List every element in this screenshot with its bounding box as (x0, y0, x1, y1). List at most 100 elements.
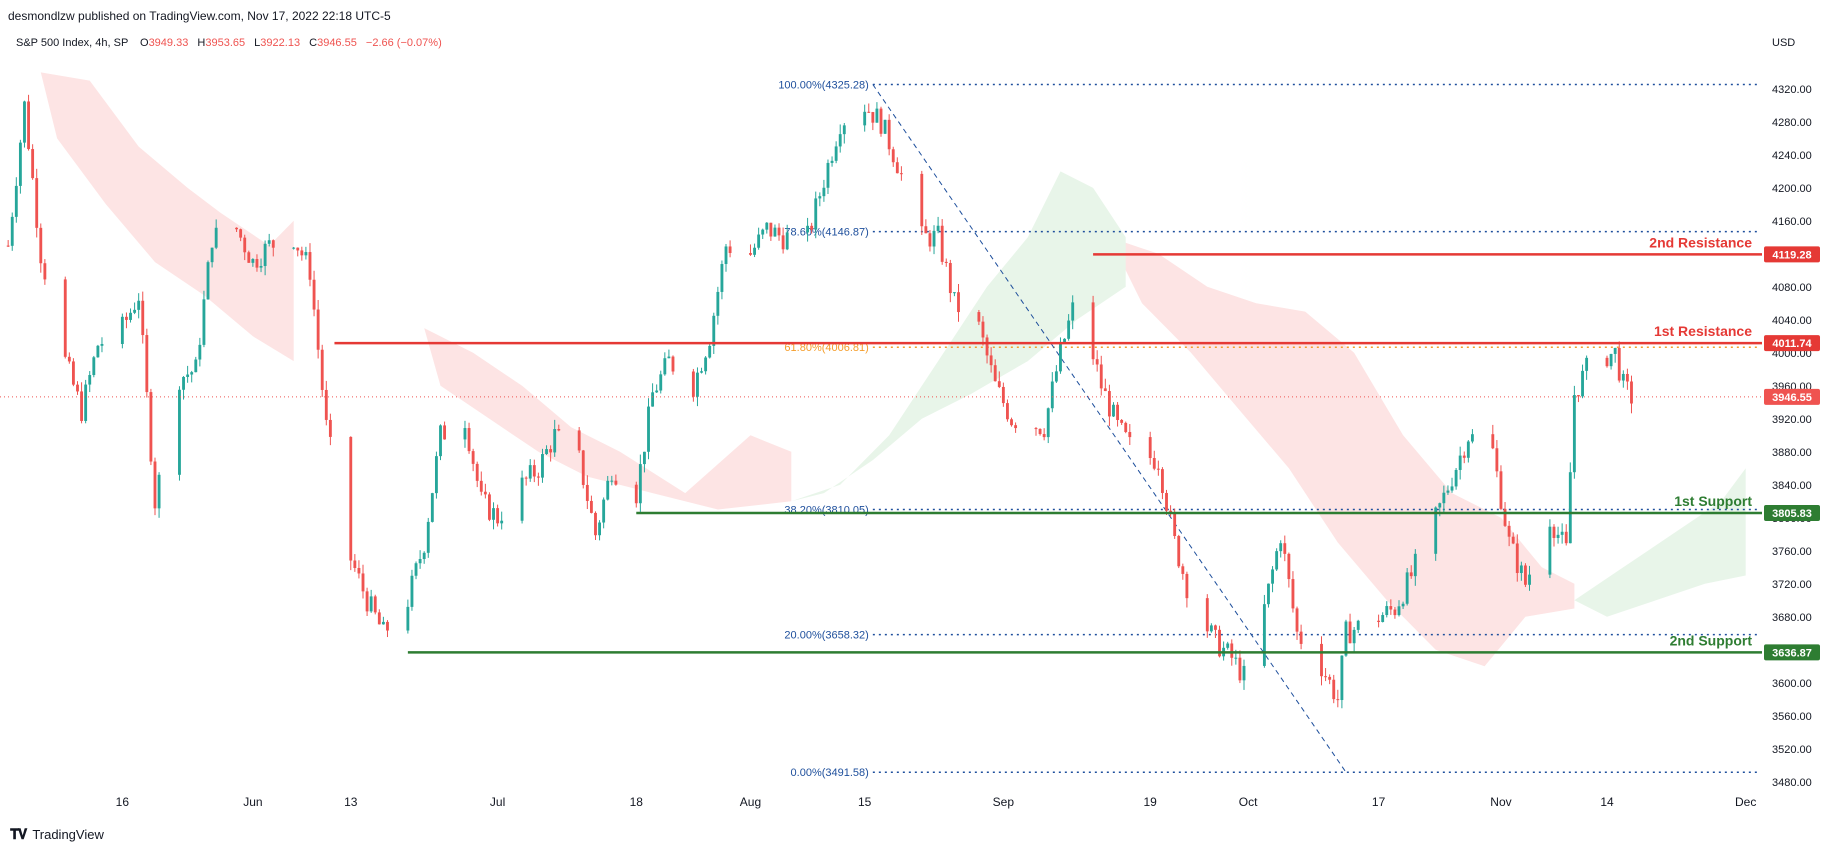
price-tick-label: 3560.00 (1772, 711, 1812, 723)
candle-body (1511, 536, 1515, 544)
candle-body (439, 425, 442, 457)
candle-body (1165, 492, 1168, 511)
candle-body (589, 500, 593, 513)
candle-body (18, 142, 22, 186)
candle-body (1177, 536, 1181, 567)
candle-body (1275, 551, 1279, 570)
candle-body (541, 454, 544, 478)
candle-body (1050, 381, 1054, 409)
candle-body (1116, 404, 1119, 420)
candle-body (773, 227, 777, 237)
candle-body (1010, 419, 1013, 426)
candle-body (769, 222, 773, 237)
candle-body (320, 349, 324, 390)
candle-body (1185, 573, 1189, 599)
candle-body (753, 247, 756, 255)
candle-body (1630, 381, 1633, 404)
time-tick-label: 13 (344, 795, 358, 809)
fib-level-label: 100.00%(4325.28) (778, 80, 869, 92)
cloud-bearish (424, 328, 792, 510)
candle-body (1120, 419, 1124, 423)
candle-body (194, 359, 198, 373)
candles (6, 94, 1633, 709)
price-tick-label: 4240.00 (1772, 150, 1812, 162)
candle-body (1577, 395, 1580, 397)
candle-body (357, 567, 361, 574)
candle-body (255, 259, 259, 268)
candle-body (10, 216, 14, 246)
candle-body (210, 247, 214, 263)
candle-body (1409, 572, 1413, 577)
candle-body (1621, 373, 1625, 381)
candle-body (1336, 699, 1340, 701)
price-tick-label: 3480.00 (1772, 777, 1812, 789)
candle-body (614, 480, 618, 485)
candle-body (467, 428, 471, 452)
candle-body (1564, 531, 1568, 544)
candle-body (1340, 655, 1344, 701)
fib-level-label: 78.60%(4146.87) (784, 227, 868, 239)
candle-body (443, 425, 447, 440)
candle-body (1609, 353, 1613, 367)
candle-body (312, 279, 316, 310)
candle-body (1462, 455, 1466, 458)
candle-body (1091, 302, 1095, 360)
candle-body (932, 230, 936, 247)
candle-body (704, 357, 708, 372)
candle-body (700, 371, 703, 373)
candle-body (202, 299, 206, 345)
time-tick-label: Nov (1490, 795, 1511, 809)
price-tick-label: 3520.00 (1772, 744, 1812, 756)
tradingview-icon: 𝐓𝐕 (10, 826, 27, 842)
fib-level-label: 20.00%(3658.32) (784, 630, 868, 642)
candle-body (235, 227, 238, 230)
candle-body (1617, 347, 1621, 381)
time-axis[interactable]: 16 Jun 13 Jul 18 Aug 15 Sep 19 Oct 17 Nov 14 Dec (116, 795, 1757, 809)
candle-body (1095, 359, 1099, 365)
tradingview-logo[interactable]: 𝐓𝐕 TradingView (10, 826, 104, 843)
candle-body (581, 450, 585, 485)
candle-body (1291, 579, 1295, 609)
symbol-legend: S&P 500 Index, 4h, SP O3949.33 H3953.65 … (16, 37, 442, 49)
candle-body (1344, 621, 1348, 656)
candle-body (1495, 448, 1499, 472)
candle-body (879, 108, 883, 134)
candle-body (871, 112, 875, 123)
candle-body (263, 243, 267, 267)
candle-body (1006, 403, 1009, 420)
candle-body (1332, 679, 1336, 700)
symbol-label: S&P 500 Index, 4h, SP (16, 37, 128, 49)
candle-body (948, 262, 952, 294)
candle-body (928, 233, 932, 247)
price-tick-label: 4200.00 (1772, 183, 1812, 195)
price-tick-label: 4320.00 (1772, 84, 1812, 96)
price-tick-label: 4080.00 (1772, 282, 1812, 294)
price-axis[interactable]: 4320.004280.004240.004200.004160.004120.… (1764, 84, 1820, 789)
fib-trend-line (872, 84, 1347, 773)
candle-body (1262, 604, 1266, 666)
candle-body (80, 391, 84, 421)
candle-body (1156, 468, 1160, 470)
fib-level-label: 61.80%(4006.81) (784, 342, 868, 354)
candle-body (810, 225, 814, 230)
candle-body (977, 312, 981, 322)
candle-body (720, 264, 724, 292)
time-tick-label: 16 (116, 795, 130, 809)
candle-body (463, 428, 467, 440)
candle-body (377, 612, 381, 625)
candle-body (1226, 643, 1230, 648)
candle-body (1470, 434, 1474, 442)
candle-body (88, 375, 92, 385)
level-price-value: 4119.28 (1772, 249, 1811, 261)
candle-body (1454, 469, 1458, 487)
candle-body (691, 371, 695, 397)
close-value: 3946.55 (317, 37, 357, 49)
candle-body (549, 449, 553, 453)
candle-body (806, 225, 810, 233)
candle-body (239, 229, 243, 238)
publisher-line: desmondlzw published on TradingView.com,… (8, 9, 391, 23)
candle-body (545, 449, 548, 455)
candle-body (214, 227, 218, 248)
candle-body (14, 185, 18, 217)
